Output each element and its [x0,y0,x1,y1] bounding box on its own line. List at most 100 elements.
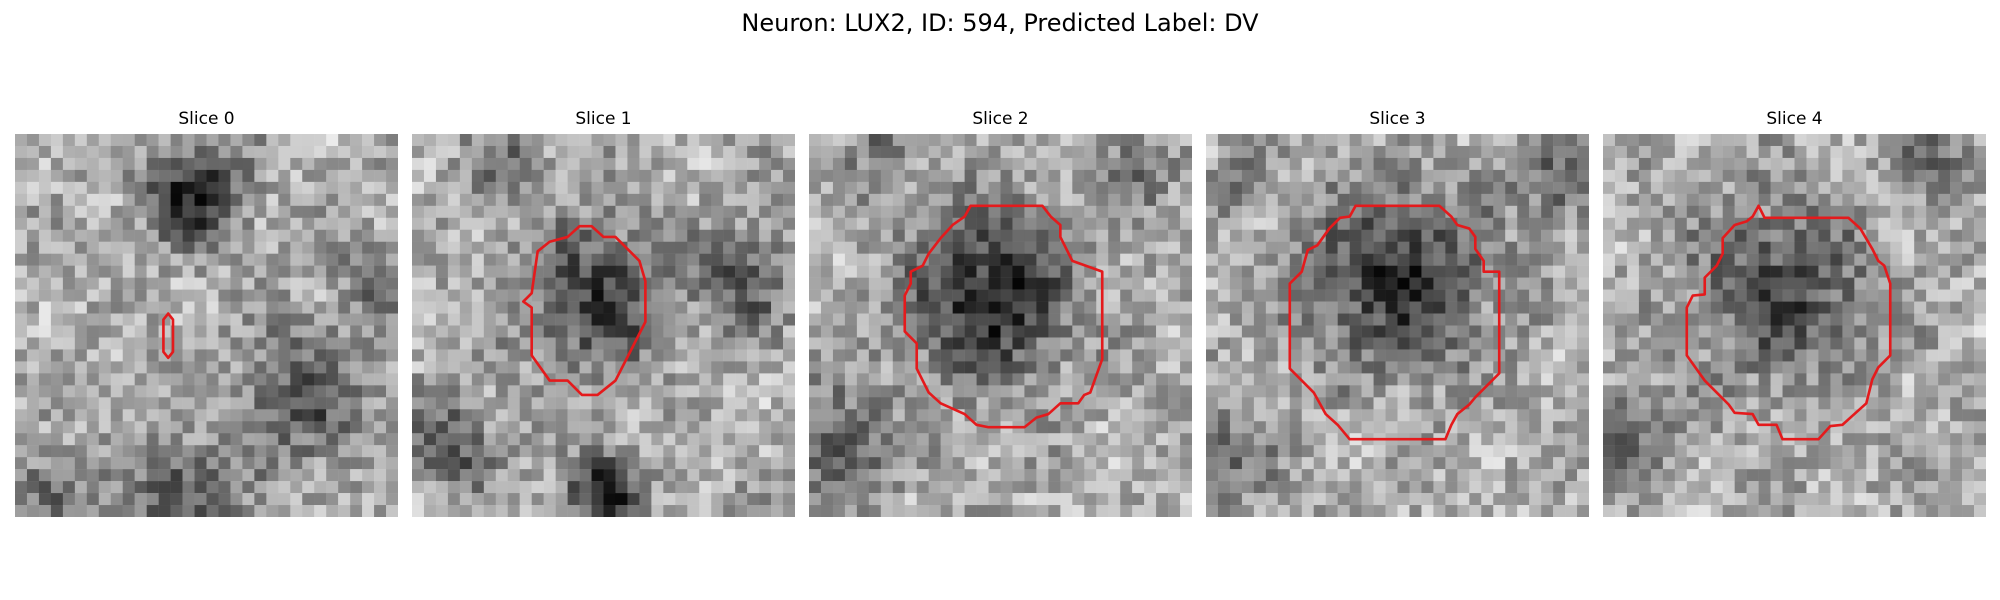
pixel [1036,481,1048,493]
pixel [1505,290,1517,302]
pixel [1132,218,1144,230]
pixel [699,433,711,445]
pixel [1505,302,1517,314]
pixel [1735,242,1747,254]
pixel [1084,433,1096,445]
pixel [1168,337,1180,349]
pixel [687,302,699,314]
pixel [1902,314,1914,326]
pixel [1362,170,1374,182]
pixel [111,158,123,170]
pixel [1108,421,1120,433]
pixel [1878,326,1890,338]
pixel [27,182,39,194]
pixel [1663,182,1675,194]
pixel [1120,481,1132,493]
pixel [374,314,386,326]
pixel [1481,385,1493,397]
pixel [1314,361,1326,373]
pixel [1409,337,1421,349]
pixel [496,242,508,254]
pixel [568,158,580,170]
pixel [135,481,147,493]
pixel [1362,290,1374,302]
pixel [809,146,821,158]
pixel [218,314,230,326]
pixel [147,158,159,170]
pixel [1433,254,1445,266]
pixel [1974,230,1986,242]
pixel [1457,445,1469,457]
pixel [1386,445,1398,457]
pixel [857,397,869,409]
pixel [604,134,616,146]
pixel [1866,278,1878,290]
pixel [735,421,747,433]
pixel [699,134,711,146]
pixel [436,445,448,457]
pixel [314,146,326,158]
pixel [1783,302,1795,314]
pixel [627,230,639,242]
pixel [1902,361,1914,373]
pixel [460,218,472,230]
pixel [1206,230,1218,242]
pixel [1120,493,1132,505]
pixel [651,170,663,182]
pixel [436,134,448,146]
pixel [207,445,219,457]
pixel [1639,242,1651,254]
pixel [1072,493,1084,505]
pixel [111,170,123,182]
pixel [735,218,747,230]
pixel [242,337,254,349]
pixel [723,349,735,361]
pixel [147,278,159,290]
pixel [663,242,675,254]
pixel [989,505,1001,517]
pixel [1060,505,1072,517]
pixel [338,349,350,361]
pixel [759,337,771,349]
pixel [1615,421,1627,433]
pixel [1230,397,1242,409]
pixel [1120,385,1132,397]
pixel [1771,349,1783,361]
pixel [266,278,278,290]
pixel [1577,314,1589,326]
pixel [615,290,627,302]
pixel [759,493,771,505]
pixel [699,170,711,182]
pixel [627,385,639,397]
pixel [1326,349,1338,361]
pixel [484,505,496,517]
pixel [1242,469,1254,481]
pixel [989,218,1001,230]
pixel [1926,278,1938,290]
pixel [1132,445,1144,457]
pixel [1541,433,1553,445]
pixel [1132,421,1144,433]
pixel [472,206,484,218]
pixel [663,469,675,481]
pixel [675,421,687,433]
pixel [723,314,735,326]
pixel [63,421,75,433]
pixel [1433,373,1445,385]
pixel [1386,170,1398,182]
pixel [1156,134,1168,146]
pixel [1687,385,1699,397]
pixel [27,493,39,505]
pixel [1505,493,1517,505]
pixel [1302,433,1314,445]
pixel [1878,361,1890,373]
pixel [735,349,747,361]
pixel [544,146,556,158]
pixel [1747,385,1759,397]
pixel [1783,206,1795,218]
pixel [1854,433,1866,445]
pixel [857,230,869,242]
pixel [183,326,195,338]
pixel [1445,361,1457,373]
pixel [230,194,242,206]
